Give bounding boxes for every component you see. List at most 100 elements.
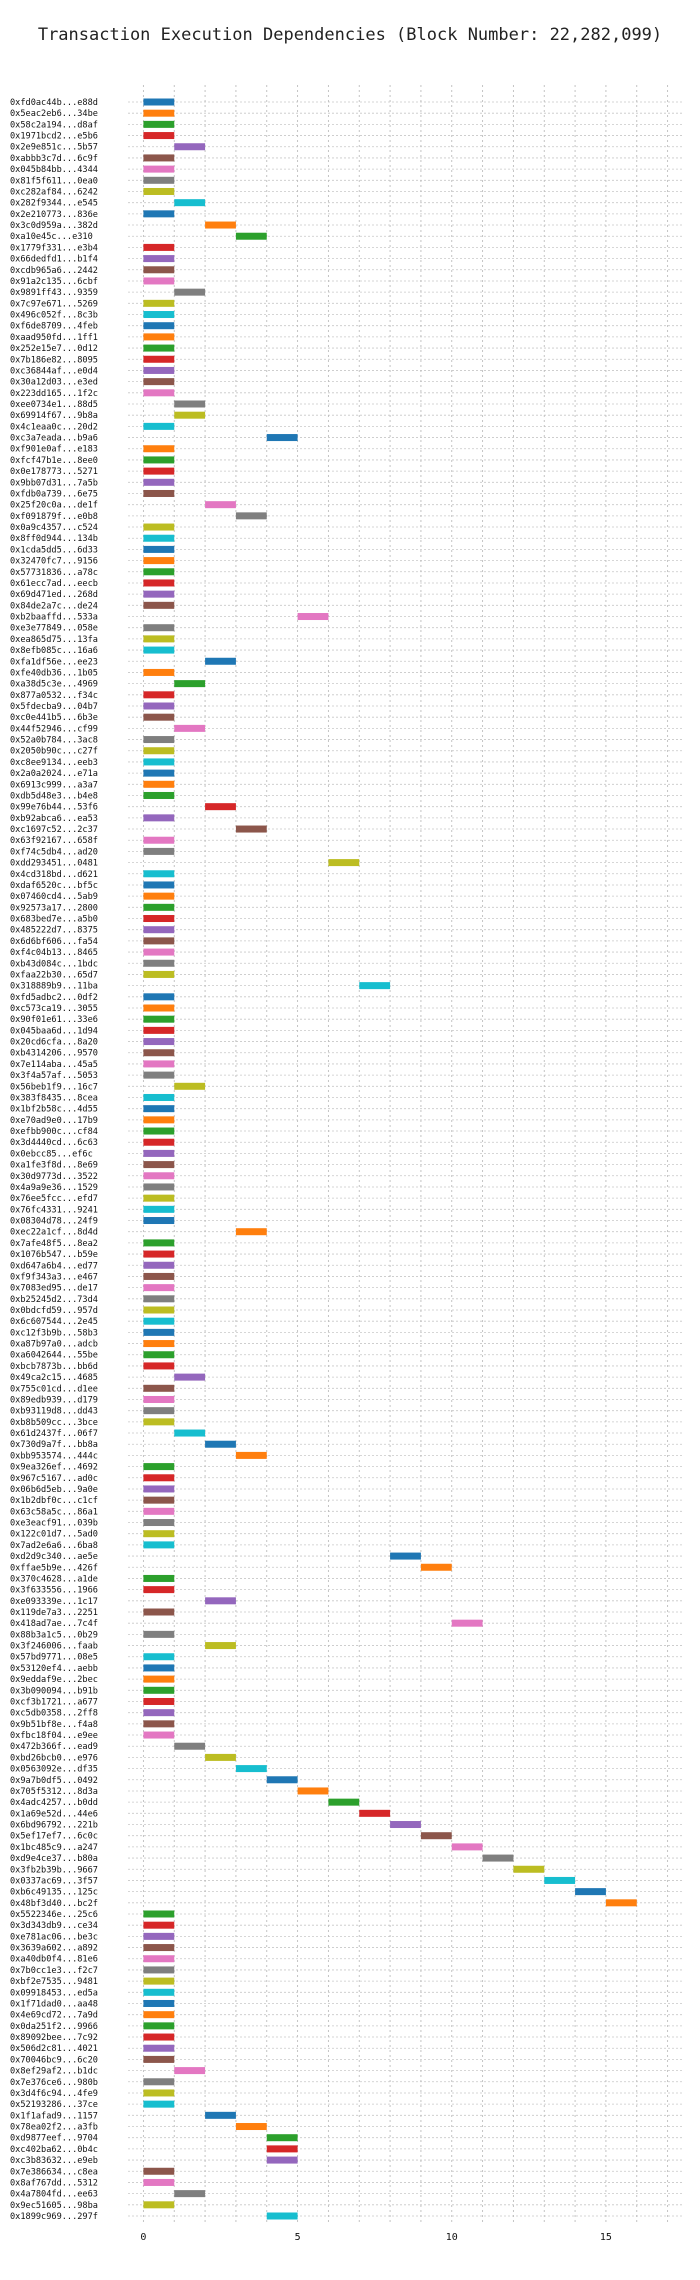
transaction-bar <box>143 1921 175 1929</box>
transaction-bar <box>174 199 206 207</box>
transaction-bar <box>143 959 175 967</box>
transaction-bar <box>143 1630 175 1638</box>
transaction-label: 0xc573ca19...3055 <box>10 1004 98 1014</box>
transaction-bar <box>420 1832 452 1840</box>
transaction-bar <box>143 993 175 1001</box>
transaction-label: 0xb92abca6...ea53 <box>10 814 98 824</box>
transaction-bar <box>328 1798 360 1806</box>
transaction-label: 0x3fb2b39b...9667 <box>10 1865 98 1875</box>
transaction-bar <box>143 1116 175 1124</box>
transaction-label: 0x4e69cd72...7a9d <box>10 2011 98 2021</box>
transaction-bar <box>143 109 175 117</box>
transaction-bar <box>143 635 175 643</box>
transaction-bar <box>266 434 298 442</box>
transaction-label: 0x1899c969...297f <box>10 2212 98 2222</box>
transaction-bar <box>174 1742 206 1750</box>
transaction-label: 0x0ebcc85...ef6c <box>10 1149 93 1159</box>
transaction-label: 0xfa1df56e...ee23 <box>10 657 98 667</box>
transaction-bar <box>143 154 175 162</box>
transaction-label: 0x3f4a57af...5053 <box>10 1071 98 1081</box>
transaction-bar <box>143 176 175 184</box>
transaction-label: 0xc3a7eada...b9a6 <box>10 434 98 444</box>
transaction-label: 0x63c58a5c...86a1 <box>10 1507 98 1517</box>
transaction-label: 0xc5db0358...2ff8 <box>10 1709 98 1719</box>
transaction-bar <box>143 333 175 341</box>
transaction-label: 0x0563092e...df35 <box>10 1765 98 1775</box>
transaction-bar <box>143 2178 175 2186</box>
transaction-bar <box>143 758 175 766</box>
transaction-label: 0xb2baaffd...533a <box>10 613 98 623</box>
transaction-label: 0xa1fe3f8d...8e69 <box>10 1161 98 1171</box>
transaction-bar <box>205 2111 236 2119</box>
transaction-label: 0x496c052f...8c3b <box>10 311 98 321</box>
transaction-bar <box>143 1574 175 1582</box>
transaction-label: 0x25f20c0a...de1f <box>10 501 98 511</box>
transaction-label: 0x8ff0d944...134b <box>10 534 98 544</box>
transaction-label: 0x2a0a2024...e71a <box>10 769 98 779</box>
transaction-label: 0x045b84bb...4344 <box>10 165 98 175</box>
transaction-label: 0x0bdcfd59...957d <box>10 1306 98 1316</box>
transaction-bar <box>235 232 267 240</box>
transaction-bar <box>143 579 175 587</box>
transaction-bar <box>143 445 175 453</box>
transaction-label: 0xa38d5c3e...4969 <box>10 680 98 690</box>
transaction-label: 0x7e114aba...45a5 <box>10 1060 98 1070</box>
transaction-label: 0xb4314206...9570 <box>10 1049 98 1059</box>
transaction-bar <box>143 1105 175 1113</box>
transaction-label: 0x69914f67...9b8a <box>10 411 98 421</box>
transaction-label: 0xe70ad9e0...17b9 <box>10 1116 98 1126</box>
transaction-label: 0xd2d9c340...ae5e <box>10 1552 98 1562</box>
transaction-bar <box>205 1642 236 1650</box>
transaction-bar <box>143 1395 175 1403</box>
transaction-bar <box>143 355 175 363</box>
transaction-label: 0xa6042644...55be <box>10 1351 98 1361</box>
transaction-label: 0xc0e441b5...6b3e <box>10 713 98 723</box>
transaction-bar <box>174 2067 206 2075</box>
transaction-bar <box>143 557 175 565</box>
transaction-label: 0x3d343db9...ce34 <box>10 1921 98 1931</box>
transaction-label: 0x81f5f611...0ea0 <box>10 176 98 186</box>
transaction-bar <box>143 1653 175 1661</box>
transaction-bar <box>143 1384 175 1392</box>
transaction-label: 0x485222d7...8375 <box>10 926 98 936</box>
transaction-bar <box>143 668 175 676</box>
transaction-bar <box>143 489 175 497</box>
transaction-bar <box>143 568 175 576</box>
transaction-label: 0x119de7a3...2251 <box>10 1608 98 1618</box>
transaction-label: 0xf4c04b13...8465 <box>10 948 98 958</box>
transaction-label: 0x472b366f...ead9 <box>10 1742 98 1752</box>
transaction-label: 0x506d2c81...4021 <box>10 2044 98 2054</box>
transaction-bar <box>297 613 329 621</box>
transaction-bar <box>143 210 175 218</box>
transaction-label: 0xdd293451...0481 <box>10 859 98 869</box>
transaction-label: 0x7e376ce6...980b <box>10 2078 98 2088</box>
transaction-label: 0x70046bc9...6c20 <box>10 2055 98 2065</box>
chart-title: Transaction Execution Dependencies (Bloc… <box>38 25 662 45</box>
transaction-bar <box>143 1250 175 1258</box>
transaction-bar <box>143 1340 175 1348</box>
transaction-label: 0x8efb085c...16a6 <box>10 646 98 656</box>
transaction-bar <box>205 1440 236 1448</box>
transaction-label: 0x967c5167...ad0c <box>10 1474 98 1484</box>
transaction-label: 0x5fdecba9...04b7 <box>10 702 98 712</box>
transaction-bar <box>143 1496 175 1504</box>
transaction-bar <box>235 825 267 833</box>
transaction-bar <box>143 1205 175 1213</box>
transaction-bar <box>143 590 175 598</box>
transaction-label: 0xfbc18f04...e9ee <box>10 1731 98 1741</box>
transaction-bar <box>143 467 175 475</box>
transaction-label: 0x7afe48f5...8ea2 <box>10 1239 98 1249</box>
transaction-label: 0x282f9344...e545 <box>10 199 98 209</box>
transaction-label: 0x7b0cc1e3...f2c7 <box>10 1966 98 1976</box>
transaction-bar <box>143 836 175 844</box>
transaction-bar <box>143 255 175 263</box>
transaction-bar <box>143 1272 175 1280</box>
transaction-bar <box>205 803 236 811</box>
transaction-label: 0x252e15e7...0d12 <box>10 344 98 354</box>
transaction-bar <box>143 601 175 609</box>
transaction-label: 0xaad950fd...1ff1 <box>10 333 98 343</box>
transaction-bar <box>143 165 175 173</box>
transaction-label: 0x6913c999...a3a7 <box>10 780 98 790</box>
transaction-label: 0x8af767dd...5312 <box>10 2178 98 2188</box>
transaction-label: 0x3639a602...a892 <box>10 1944 98 1954</box>
